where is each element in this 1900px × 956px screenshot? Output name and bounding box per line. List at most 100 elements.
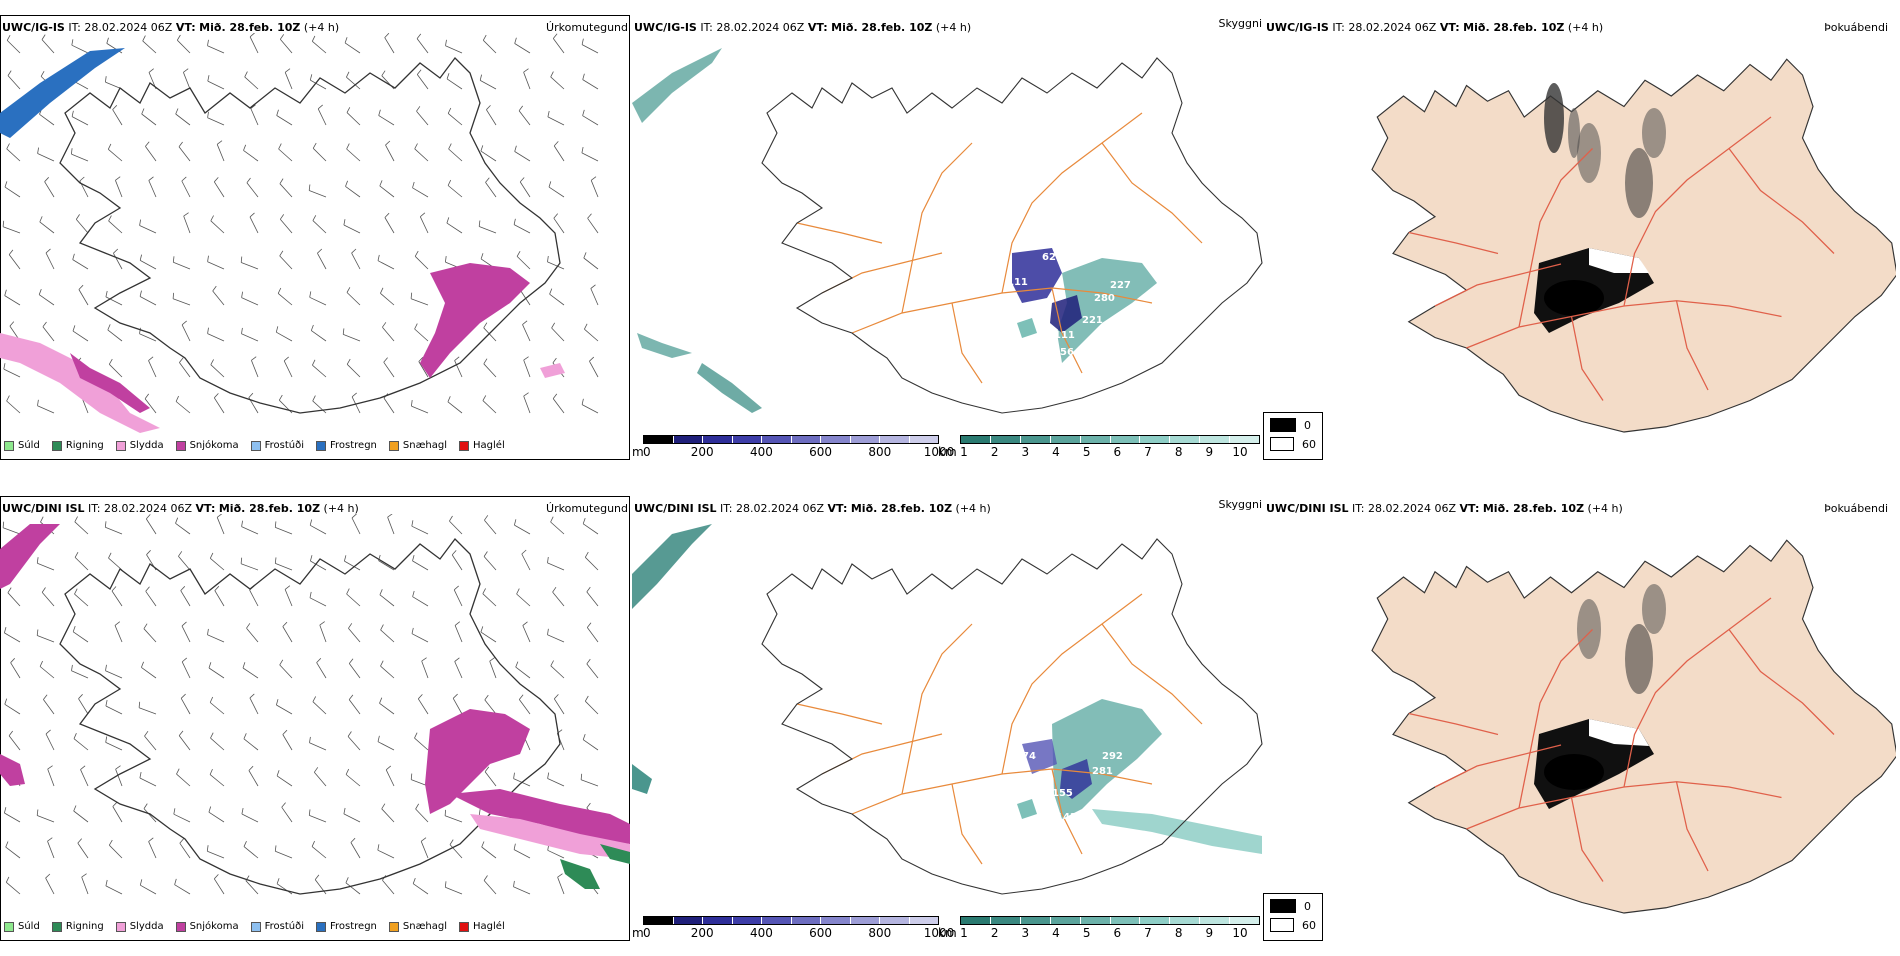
fog-legend-swatch: [1270, 437, 1294, 451]
wind-barb-icon: [105, 526, 123, 535]
wind-barb-icon: [516, 256, 531, 270]
wind-barb-flag: [248, 765, 254, 771]
wind-barb-icon: [382, 879, 395, 895]
wind-barb-flag: [446, 73, 450, 80]
wind-barb-icon: [4, 295, 21, 306]
colorbar-swatch: [850, 917, 880, 924]
wind-barb-icon: [312, 148, 327, 162]
lead-time: (+4 h): [955, 502, 991, 515]
wind-barb-flag: [246, 623, 251, 629]
road-line: [1408, 231, 1499, 255]
wind-barb-flag: [552, 357, 557, 364]
colorbar-swatch: [791, 917, 821, 924]
wind-barb-flag: [345, 180, 348, 187]
wind-barb-icon: [480, 631, 497, 643]
wind-barb-flag: [248, 392, 254, 398]
legend-label: Snæhagl: [402, 440, 448, 451]
wind-barb-flag: [279, 250, 284, 257]
legend-item: Frostregn: [316, 440, 377, 451]
wind-barb-icon: [39, 113, 55, 126]
wind-barb-icon: [148, 180, 157, 198]
wind-barb-icon: [249, 216, 259, 234]
wind-barb-flag: [346, 588, 350, 595]
wind-barb-icon: [550, 665, 565, 679]
wind-barb-flag: [312, 359, 316, 366]
wind-barb-flag: [77, 838, 83, 844]
wind-barb-icon: [482, 400, 497, 414]
legend-label: Snæhagl: [402, 921, 448, 932]
wind-barb-flag: [178, 730, 184, 736]
wind-barb-icon: [105, 670, 123, 679]
legend-label: Frostúði: [264, 921, 304, 932]
wind-barb-icon: [414, 737, 429, 751]
wind-barb-flag: [208, 662, 212, 669]
wind-barb-flag: [311, 35, 316, 42]
wind-barb-icon: [484, 519, 497, 535]
wind-barb-flag: [414, 732, 418, 739]
wind-barb-flag: [480, 145, 484, 152]
wind-barb-icon: [139, 777, 157, 787]
legend-label: Frostregn: [330, 921, 377, 932]
wind-barb-icon: [451, 554, 463, 571]
wind-barb-icon: [209, 702, 225, 715]
wind-barb-flag: [39, 660, 43, 667]
fog-areas: [1534, 83, 1666, 333]
wind-barb-flag: [175, 108, 179, 115]
panel-title: Skyggni: [1218, 498, 1262, 511]
wind-barb-icon: [139, 296, 157, 306]
wind-barb-flag: [447, 396, 451, 402]
wind-barb-flag: [209, 552, 214, 559]
wind-barb-icon: [78, 289, 89, 306]
wind-barb-flag: [589, 356, 595, 362]
colorbar-swatch: [909, 436, 938, 443]
wind-barb-icon: [553, 217, 565, 234]
wind-barb-icon: [553, 145, 565, 162]
wind-barb-icon: [590, 288, 599, 306]
panel-header: UWC/DINI ISL IT: 28.02.2024 06Z VT: Mið.…: [2, 502, 359, 515]
tick-label: 0: [643, 926, 651, 940]
wind-barb-icon: [249, 36, 259, 54]
wind-barb-flag: [481, 841, 485, 848]
legend-item: Snjókoma: [175, 440, 239, 451]
wind-barb-flag: [345, 768, 350, 775]
wind-barb-flag: [105, 664, 107, 671]
wind-barb-icon: [108, 557, 123, 571]
wind-barb-flag: [310, 324, 314, 331]
wind-barb-icon: [71, 153, 89, 162]
wind-barb-flag: [4, 626, 7, 634]
wind-barb-flag: [552, 586, 557, 593]
cloud-base-label: 74: [1022, 751, 1036, 762]
wind-barb-icon: [207, 333, 225, 342]
road-line: [796, 222, 883, 244]
wind-barb-flag: [282, 621, 288, 627]
wind-barb-icon: [44, 181, 55, 198]
tick-label: 600: [809, 445, 833, 459]
wind-barb-icon: [514, 43, 531, 54]
cloud-base-ticks: 0 200 400 600 800 1000: [643, 926, 954, 940]
wind-barb-icon: [5, 846, 21, 859]
wind-barb-icon: [585, 557, 599, 571]
wind-barb-flag: [449, 515, 453, 522]
legend-swatch: [115, 921, 126, 932]
wind-barb-flag: [314, 874, 320, 880]
tick-label: 200: [690, 445, 714, 459]
wind-barb-flag: [351, 392, 357, 398]
wind-barb-icon: [482, 593, 497, 607]
wind-barb-icon: [277, 293, 293, 306]
wind-barb-flag: [45, 873, 51, 879]
wind-barb-flag: [347, 731, 352, 737]
legend-label: Snjókoma: [189, 440, 239, 451]
wind-barb-flag: [207, 628, 209, 635]
wind-barb-icon: [415, 808, 429, 823]
panel-title: Þokuábendi: [1824, 21, 1888, 34]
wind-barb-flag: [514, 145, 517, 152]
cloud-base-labels: 292 281 155 143 74: [1022, 751, 1123, 823]
tick-label: 400: [749, 926, 773, 940]
wind-barb-flag: [586, 622, 592, 628]
legend-item: Snjókoma: [175, 921, 239, 932]
wind-barb-flag: [148, 176, 154, 181]
tick-label: 2: [990, 445, 999, 459]
wind-barb-flag: [547, 110, 550, 117]
road-line: [1434, 263, 1562, 307]
wind-barb-flag: [554, 694, 559, 700]
